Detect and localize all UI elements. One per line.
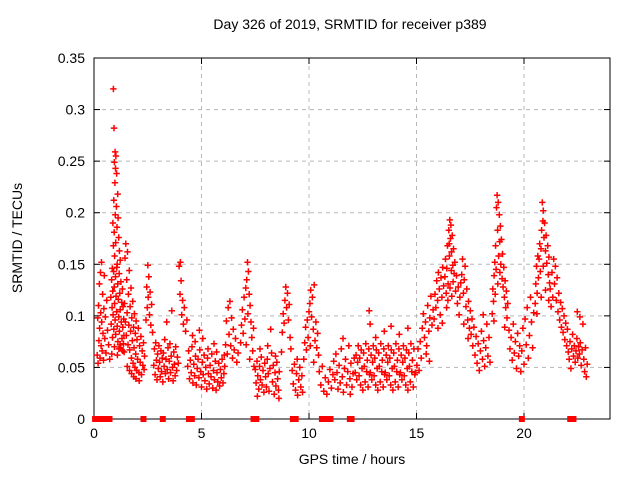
tick-labels: 0 5 10 15 20 0 0.05 0.1 0.15 0.2 0.25 0.3 0.35 bbox=[58, 50, 532, 441]
y-tick-label: 0.2 bbox=[66, 205, 86, 221]
zero-value-marker bbox=[570, 416, 577, 422]
zero-value-marker bbox=[348, 416, 355, 422]
data-points-series bbox=[92, 85, 591, 422]
zero-value-marker bbox=[188, 416, 195, 422]
y-tick-label: 0.25 bbox=[58, 153, 85, 169]
y-axis-label: SRMTID / TECUs bbox=[9, 183, 25, 293]
zero-value-marker bbox=[292, 416, 299, 422]
zero-value-marker bbox=[140, 416, 147, 422]
y-tick-label: 0.35 bbox=[58, 50, 85, 66]
x-tick-label: 10 bbox=[301, 425, 317, 441]
zero-value-marker bbox=[97, 416, 104, 422]
y-tick-label: 0.05 bbox=[58, 359, 85, 375]
x-tick-label: 5 bbox=[198, 425, 206, 441]
zero-value-marker bbox=[106, 416, 113, 422]
zero-value-marker bbox=[567, 416, 574, 422]
x-tick-label: 0 bbox=[90, 425, 98, 441]
y-tick-label: 0.3 bbox=[66, 102, 86, 118]
x-tick-label: 15 bbox=[409, 425, 425, 441]
grid-lines bbox=[94, 58, 610, 419]
y-tick-label: 0.15 bbox=[58, 256, 85, 272]
zero-value-marker bbox=[253, 416, 260, 422]
zero-value-marker bbox=[327, 416, 334, 422]
chart-title: Day 326 of 2019, SRMTID for receiver p38… bbox=[213, 16, 486, 32]
scatter-plus-markers bbox=[94, 85, 591, 402]
axis-ticks bbox=[93, 57, 610, 420]
zero-value-marker bbox=[159, 416, 166, 422]
y-tick-label: 0 bbox=[77, 411, 85, 427]
zero-value-marker bbox=[518, 416, 525, 422]
y-tick-label: 0.1 bbox=[66, 308, 86, 324]
x-tick-label: 20 bbox=[516, 425, 532, 441]
x-axis-label: GPS time / hours bbox=[299, 451, 406, 467]
